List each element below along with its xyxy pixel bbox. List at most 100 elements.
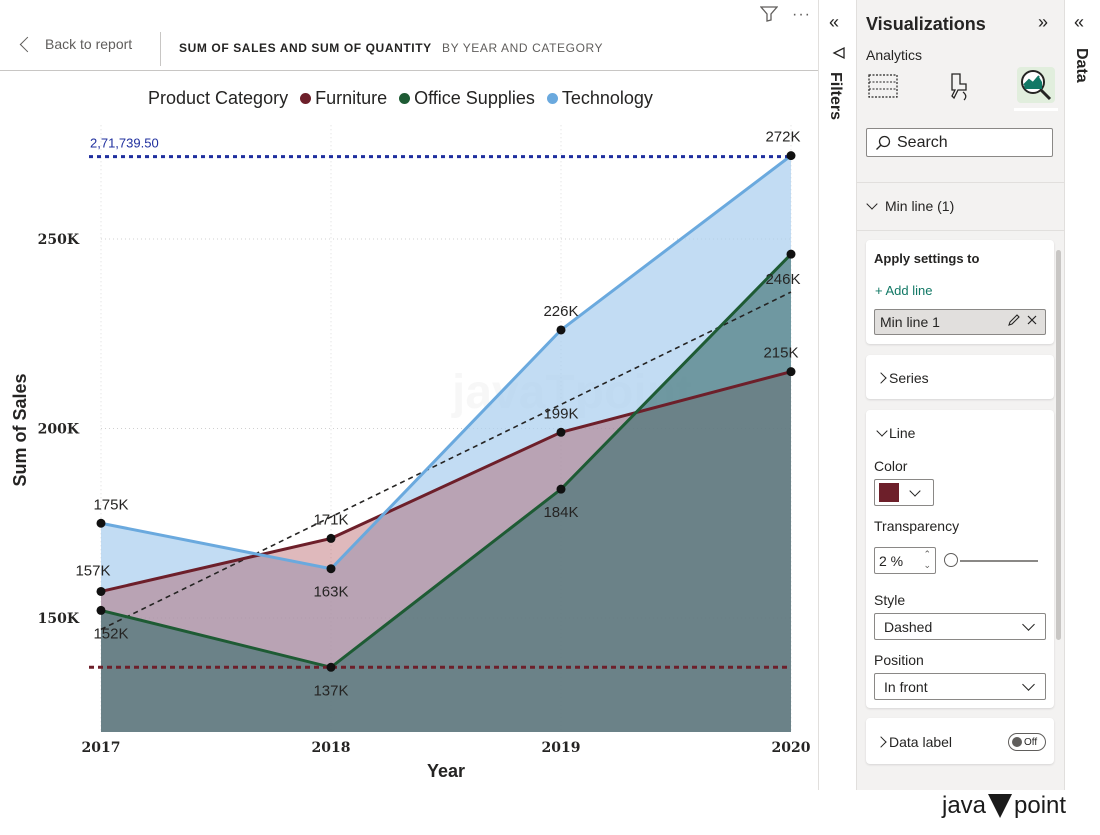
series-card — [866, 355, 1054, 399]
rename-pencil-icon[interactable] — [1007, 313, 1021, 327]
divider — [856, 230, 1064, 231]
legend-dot — [546, 93, 558, 104]
format-visual-tab[interactable] — [940, 68, 978, 104]
pane-search-input[interactable]: Search — [866, 128, 1053, 157]
brand-text-post: point — [1014, 792, 1067, 819]
toggle-knob — [1012, 737, 1022, 747]
x-axis-title: Year — [427, 761, 465, 781]
double-chevron-left-icon[interactable]: « — [829, 12, 840, 32]
series-line-office-supplies — [100, 253, 793, 669]
data-point — [326, 533, 336, 543]
double-chevron-left-icon[interactable]: « — [1074, 12, 1085, 32]
legend-item-technology[interactable]: Technology — [546, 88, 653, 109]
min-line-section-header[interactable]: Min line (1) — [866, 198, 954, 214]
series-line-furniture — [100, 370, 792, 593]
line-section-header[interactable]: Line — [876, 425, 915, 441]
data-pane-collapsed — [1064, 0, 1100, 790]
chevron-down-icon — [1022, 618, 1035, 631]
add-line-button[interactable]: + Add line — [875, 283, 933, 298]
position-label: Position — [874, 652, 924, 668]
data-point — [786, 367, 796, 377]
max-line-label: 2,71,739.50 — [90, 136, 159, 151]
visualizations-title: Visualizations — [866, 14, 986, 34]
color-swatch — [879, 483, 899, 502]
visual-subtitle: BY YEAR AND CATEGORY — [442, 41, 604, 55]
chevron-left-icon — [19, 36, 36, 52]
transparency-input[interactable]: 2 % ⌃ ⌄ — [874, 547, 936, 574]
style-dropdown-value: Dashed — [884, 618, 933, 635]
legend-item-furniture[interactable]: Furniture — [300, 88, 387, 109]
chevron-down-icon — [1022, 678, 1035, 691]
build-visual-tab[interactable] — [864, 68, 902, 104]
position-dropdown[interactable]: In front — [874, 673, 1046, 700]
data-point — [556, 484, 566, 494]
x-tick-label: 2018 — [312, 740, 351, 756]
filters-pane-label[interactable]: Filters — [827, 72, 844, 121]
position-dropdown-value: In front — [884, 678, 928, 695]
data-label-toggle[interactable]: Off — [1008, 733, 1046, 751]
brand-t-icon — [988, 794, 1013, 818]
legend-item-office-supplies[interactable]: Office Supplies — [399, 88, 535, 109]
filter-pane-icon — [832, 46, 846, 64]
data-point — [326, 564, 336, 574]
transparency-slider-thumb[interactable] — [944, 553, 958, 567]
data-label: 199K — [543, 405, 578, 422]
legend-dot — [300, 93, 312, 104]
data-label: 157K — [75, 562, 110, 579]
divider — [856, 182, 1064, 183]
chevron-right-icon — [875, 372, 887, 384]
series-section-header[interactable]: Series — [875, 370, 929, 386]
color-picker-button[interactable] — [874, 479, 934, 506]
report-topbar — [0, 0, 818, 71]
style-dropdown[interactable]: Dashed — [874, 613, 1046, 640]
data-label: 272K — [765, 129, 800, 146]
data-label-section-label: Data label — [889, 734, 953, 750]
filters-pane-collapsed — [818, 0, 857, 790]
chevron-down-icon — [909, 484, 921, 497]
data-point — [786, 151, 796, 161]
y-tick-label: 200K — [38, 422, 80, 438]
legend-dot — [399, 93, 411, 104]
data-label: 246K — [765, 271, 800, 288]
x-tick-label: 2017 — [82, 740, 121, 756]
series-line-technology — [100, 154, 792, 571]
data-point — [96, 586, 106, 596]
series-section-label: Series — [889, 370, 929, 386]
double-chevron-right-icon[interactable]: » — [1038, 12, 1049, 32]
filter-icon[interactable] — [759, 6, 779, 27]
data-label: 152K — [93, 625, 128, 642]
analytics-tab[interactable] — [1017, 67, 1055, 103]
area-chart: 2,71,739.50 157K 171K 199K 215K 152K 137K 184K 2… — [10, 125, 811, 781]
apply-settings-label: Apply settings to — [874, 251, 980, 266]
toggle-state: Off — [1024, 736, 1038, 748]
data-label: 137K — [313, 682, 348, 699]
legend-label: Furniture — [315, 88, 388, 108]
transparency-slider-track[interactable] — [960, 560, 1038, 562]
line-selector-value: Min line 1 — [880, 314, 940, 330]
delete-line-icon[interactable] — [1025, 313, 1039, 327]
trend-line — [100, 291, 792, 631]
data-label: 215K — [763, 345, 798, 362]
active-tab-indicator — [1014, 108, 1058, 111]
y-tick-label: 250K — [38, 232, 80, 248]
divider — [160, 32, 161, 66]
x-tick-label: 2019 — [542, 740, 581, 756]
color-label: Color — [874, 458, 908, 474]
spin-buttons-icon[interactable]: ⌃ ⌄ — [923, 549, 931, 570]
line-selector[interactable]: Min line 1 — [874, 309, 1046, 335]
more-options-icon[interactable]: ··· — [792, 6, 811, 23]
area-office-supplies — [101, 254, 791, 732]
data-pane-label[interactable]: Data — [1073, 48, 1090, 83]
analytics-section-label: Analytics — [866, 47, 923, 63]
chevron-down-icon — [866, 198, 878, 210]
data-point — [326, 662, 336, 672]
data-point — [96, 605, 106, 615]
chart-legend: Product Category Furniture Office Suppli… — [148, 88, 659, 109]
search-icon — [876, 135, 891, 150]
back-to-report-button[interactable]: Back to report — [18, 36, 132, 52]
data-label: 226K — [543, 303, 578, 320]
paintbrush-icon — [951, 73, 967, 101]
data-label-section-header[interactable]: Data label — [875, 734, 953, 750]
y-tick-label: 150K — [38, 611, 80, 627]
pane-scrollbar[interactable] — [1056, 250, 1061, 640]
